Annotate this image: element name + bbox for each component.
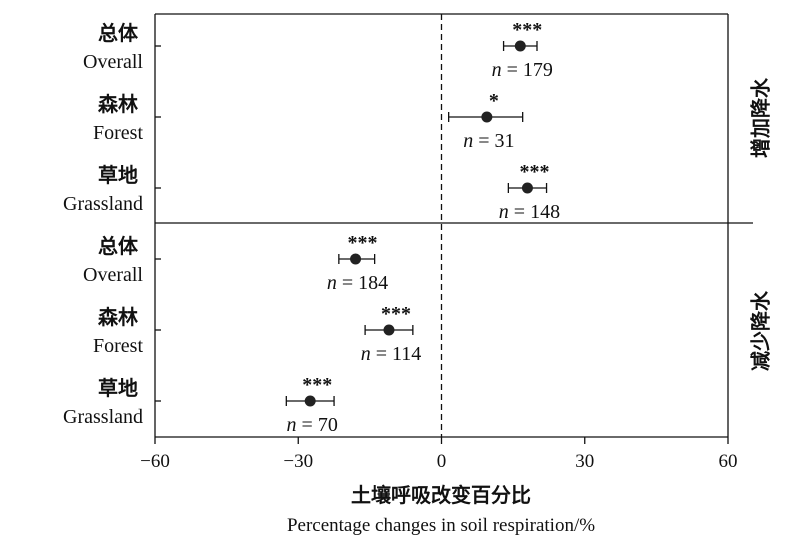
mean-point — [350, 253, 362, 265]
category-label-en: Forest — [93, 335, 143, 357]
sample-size-prefix: n — [463, 130, 473, 152]
category-label-zh: 森林 — [98, 305, 138, 329]
data-marks — [285, 40, 548, 407]
significance-label: *** — [348, 232, 378, 254]
category-label-en: Grassland — [63, 193, 143, 215]
significance-label: *** — [519, 161, 549, 183]
sample-size-value: = 31 — [473, 130, 514, 152]
sample-size-label: n = 184 — [327, 272, 388, 294]
labels: −60 −30 0 30 60 土壤呼吸改变百分比 Percentage changes i… — [63, 19, 772, 536]
significance-label: *** — [302, 374, 332, 396]
mean-point — [481, 111, 493, 123]
x-axis-title-zh: 土壤呼吸改变百分比 — [351, 483, 531, 507]
x-axis-title-en: Percentage changes in soil respiration/% — [287, 515, 595, 536]
sample-size-label: n = 148 — [499, 201, 560, 223]
category-label-en: Grassland — [63, 406, 143, 428]
significance-label: * — [489, 90, 499, 112]
mean-point — [383, 324, 395, 336]
category-label-zh: 草地 — [98, 376, 138, 400]
category-label-zh: 总体 — [98, 234, 139, 258]
sample-size-value: = 148 — [509, 201, 560, 223]
significance-label: *** — [381, 303, 411, 325]
category-label-en: Overall — [83, 264, 143, 286]
x-tick-label: 0 — [437, 451, 447, 472]
x-tick-label: 30 — [575, 451, 594, 472]
sample-size-prefix: n — [499, 201, 509, 223]
sample-size-label: n = 114 — [361, 343, 422, 365]
category-label-zh: 草地 — [98, 163, 138, 187]
sample-size-label: n = 179 — [492, 59, 553, 81]
sample-size-value: = 179 — [502, 59, 553, 81]
x-tick-label: −30 — [283, 451, 313, 472]
category-label-zh: 总体 — [98, 21, 139, 45]
significance-label: *** — [512, 19, 542, 41]
sample-size-value: = 184 — [337, 272, 388, 294]
category-label-en: Forest — [93, 122, 143, 144]
sample-size-prefix: n — [492, 59, 502, 81]
category-label-zh: 森林 — [98, 92, 138, 116]
x-tick-label: −60 — [140, 451, 170, 472]
axes — [154, 13, 753, 444]
x-tick-label: 60 — [719, 451, 738, 472]
group-label: 增加降水 — [749, 77, 773, 158]
sample-size-prefix: n — [361, 343, 371, 365]
sample-size-value: = 114 — [371, 343, 422, 365]
sample-size-prefix: n — [287, 414, 297, 436]
sample-size-prefix: n — [327, 272, 337, 294]
sample-size-value: = 70 — [297, 414, 338, 436]
group-label: 减少降水 — [749, 290, 773, 371]
category-label-en: Overall — [83, 51, 143, 73]
sample-size-label: n = 70 — [287, 414, 338, 436]
mean-point — [514, 40, 526, 52]
mean-point — [304, 395, 316, 407]
sample-size-label: n = 31 — [463, 130, 514, 152]
mean-point — [521, 182, 533, 194]
